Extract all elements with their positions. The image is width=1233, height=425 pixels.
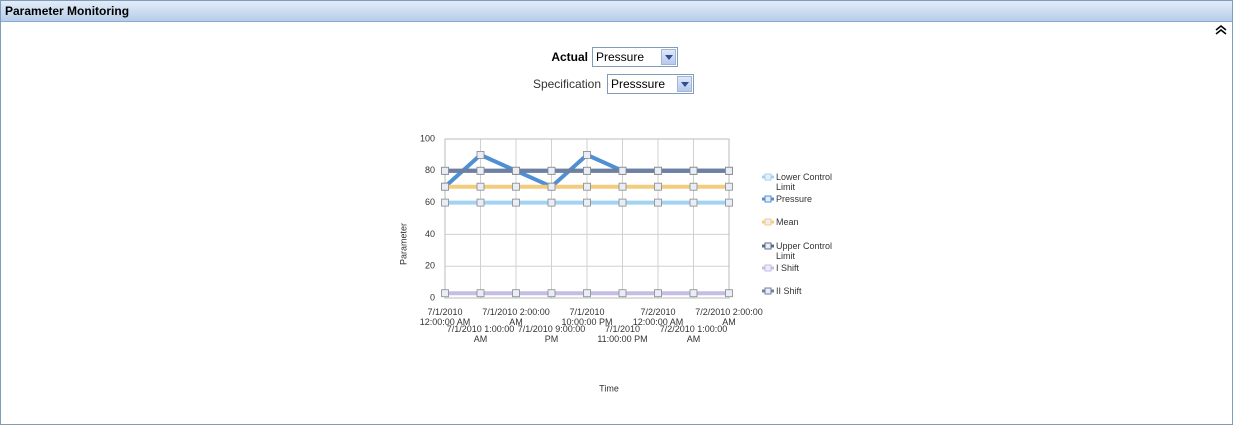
dropdown[interactable]: Presssure xyxy=(607,74,694,94)
filter-label: Actual xyxy=(551,50,588,64)
data-point xyxy=(441,289,449,298)
data-point xyxy=(725,289,733,298)
legend-marker xyxy=(764,287,772,295)
data-point xyxy=(654,182,662,191)
legend-label: Mean xyxy=(776,217,799,227)
data-point xyxy=(583,166,591,175)
data-point xyxy=(618,166,627,175)
legend-label: Lower Control Limit xyxy=(776,172,833,192)
data-point xyxy=(654,198,662,207)
data-point xyxy=(476,150,485,159)
x-tick-label: 7/2/2010 12:00:00 AM xyxy=(632,307,684,327)
data-point xyxy=(654,166,662,175)
dropdown-arrow[interactable] xyxy=(661,49,676,65)
dropdown-value: Pressure xyxy=(596,50,645,64)
collapse-icon xyxy=(1215,25,1227,35)
data-point xyxy=(441,166,449,175)
y-tick-label: 80 xyxy=(425,165,435,175)
x-axis-title: Time xyxy=(599,383,619,393)
data-point xyxy=(441,198,449,207)
x-tick-label: 7/1/2010 10:00:00 PM xyxy=(561,307,613,327)
x-tick-label: 7/1/2010 1:00:00 AM xyxy=(446,324,515,344)
data-point xyxy=(618,182,627,191)
y-tick-label: 0 xyxy=(430,292,435,302)
data-point xyxy=(725,166,733,175)
data-point xyxy=(476,198,485,207)
data-point xyxy=(547,182,556,191)
legend-label: II Shift xyxy=(776,286,802,296)
legend-label: Pressure xyxy=(776,194,813,204)
dropdown-value: Presssure xyxy=(611,77,666,91)
legend-label: Upper Control Limit xyxy=(776,241,833,261)
data-point xyxy=(689,198,698,207)
panel-title: Parameter Monitoring xyxy=(1,1,1232,22)
legend-label: I Shift xyxy=(776,263,800,273)
data-point xyxy=(441,182,449,191)
x-tick-label: 7/1/2010 11:00:00 PM xyxy=(597,324,648,344)
y-tick-label: 100 xyxy=(420,133,435,143)
legend-marker xyxy=(764,242,772,250)
y-tick-label: 20 xyxy=(425,261,435,271)
data-point xyxy=(725,198,733,207)
filter-label: Specification xyxy=(532,77,601,91)
y-tick-label: 40 xyxy=(425,229,435,239)
data-point xyxy=(618,198,627,207)
legend-marker xyxy=(764,173,772,181)
legend-marker xyxy=(764,264,772,272)
data-point xyxy=(476,289,485,298)
data-point xyxy=(547,198,556,207)
collapse-button[interactable] xyxy=(1214,23,1228,37)
data-point xyxy=(689,289,698,298)
data-point xyxy=(583,150,591,159)
data-point xyxy=(583,289,591,298)
data-point xyxy=(689,182,698,191)
x-tick-label: 7/2/2010 1:00:00 AM xyxy=(659,324,728,344)
legend-marker xyxy=(764,195,772,203)
data-point xyxy=(618,289,627,298)
dropdown-arrow[interactable] xyxy=(677,76,692,92)
y-axis-title: Parameter xyxy=(398,223,408,265)
x-tick-label: 7/1/2010 9:00:00 PM xyxy=(517,324,586,344)
data-point xyxy=(512,182,520,191)
data-point xyxy=(547,166,556,175)
data-point xyxy=(725,182,733,191)
data-point xyxy=(654,289,662,298)
x-tick-label: 7/1/2010 2:00:00 AM xyxy=(482,307,550,327)
data-point xyxy=(512,198,520,207)
data-point xyxy=(512,166,520,175)
legend-marker xyxy=(764,218,772,226)
x-tick-label: 7/1/2010 12:00:00 AM xyxy=(419,307,471,327)
data-point xyxy=(689,166,698,175)
data-point xyxy=(547,289,556,298)
x-tick-label: 7/2/2010 2:00:00 AM xyxy=(695,307,763,327)
data-point xyxy=(583,198,591,207)
data-point xyxy=(476,182,485,191)
data-point xyxy=(476,166,485,175)
dropdown[interactable]: Pressure xyxy=(592,47,678,67)
data-point xyxy=(583,182,591,191)
y-tick-label: 60 xyxy=(425,197,435,207)
plot-border xyxy=(444,138,730,299)
data-point xyxy=(512,289,520,298)
